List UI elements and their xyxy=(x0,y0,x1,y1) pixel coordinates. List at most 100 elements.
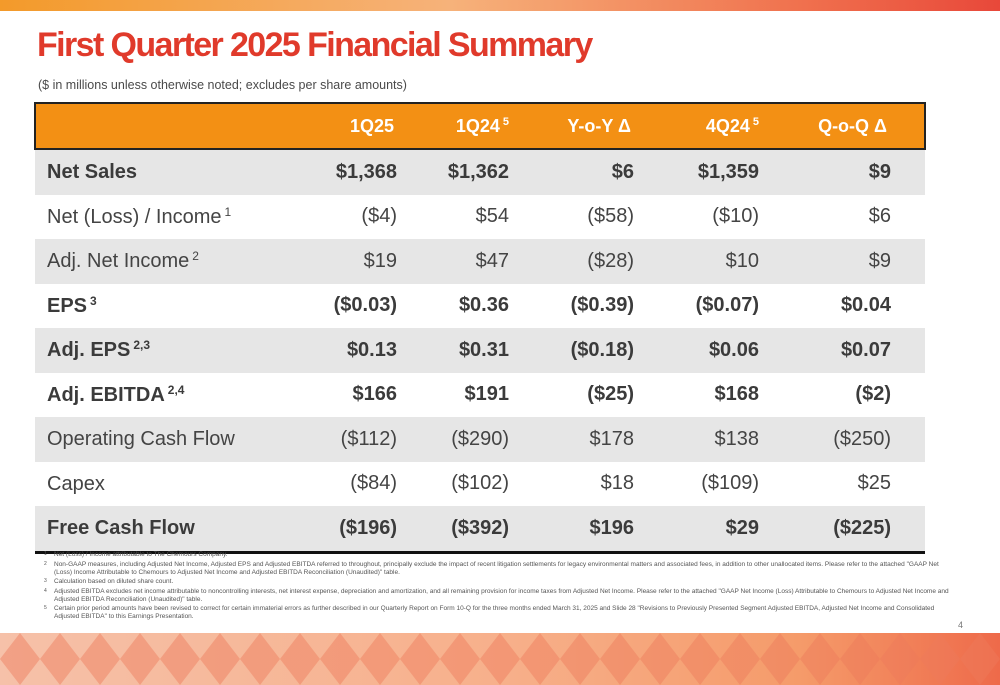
pattern-diamond xyxy=(920,633,960,685)
footnote-3: 3 Calculation based on diluted share coun… xyxy=(44,578,174,585)
cell-yoy-delta: ($28) xyxy=(543,239,668,284)
pattern-diamond xyxy=(280,633,320,685)
bottom-decorative-pattern xyxy=(0,633,1000,685)
cell-1q25: $1,368 xyxy=(305,149,431,195)
table-row: Adj. EPS 2,3 $0.13 $0.31 ($0.18) $0.06 $0… xyxy=(35,328,925,373)
cell-yoy-delta: $178 xyxy=(543,417,668,462)
top-gradient-bar xyxy=(0,0,1000,11)
pattern-diamond xyxy=(40,633,80,685)
cell-qoq-delta: $25 xyxy=(857,472,891,495)
footnote-5: 5 Certain prior period amounts have been … xyxy=(44,605,935,620)
cell-1q25: $19 xyxy=(305,239,431,284)
cell-1q24: $0.31 xyxy=(431,328,543,373)
pattern-diamond xyxy=(880,633,920,685)
cell-qoq-delta: $6 xyxy=(868,205,891,228)
cell-1q25: ($196) xyxy=(305,506,431,554)
pattern-diamond xyxy=(480,633,520,685)
pattern-diamond xyxy=(360,633,400,685)
pattern-diamond xyxy=(320,633,360,685)
cell-1q24: ($290) xyxy=(431,417,543,462)
table-row: Free Cash Flow ($196) ($392) $196 $29 ($… xyxy=(35,506,925,554)
pattern-diamond xyxy=(200,633,240,685)
cell-1q24: ($102) xyxy=(451,472,509,495)
row-label: Adj. EBITDA 2,4 xyxy=(47,382,185,406)
footnote-1: 1 Net (Loss) / Income attributable to The… xyxy=(44,551,228,558)
cell-4q24: $29 xyxy=(668,506,793,554)
cell-1q25: ($4) xyxy=(361,205,397,228)
cell-1q24: $54 xyxy=(475,205,509,228)
cell-1q25: ($0.03) xyxy=(333,294,397,317)
cell-qoq-delta: ($2) xyxy=(855,383,891,406)
header-cell xyxy=(34,102,305,150)
row-label: Operating Cash Flow xyxy=(35,417,305,462)
pattern-diamond xyxy=(800,633,840,685)
row-label: Free Cash Flow xyxy=(35,506,305,554)
cell-1q24: $47 xyxy=(431,239,543,284)
pattern-diamond xyxy=(840,633,880,685)
footnote-2: 2 Non-GAAP measures, including Adjusted N… xyxy=(44,560,939,576)
cell-yoy-delta: ($0.18) xyxy=(543,328,668,373)
cell-1q24: $191 xyxy=(464,383,510,406)
cell-qoq-delta: $9 xyxy=(793,149,925,195)
cell-qoq-delta: ($225) xyxy=(793,506,925,554)
cell-4q24: $168 xyxy=(714,383,760,406)
pattern-diamond xyxy=(160,633,200,685)
row-label: Capex xyxy=(47,472,105,495)
page-title: First Quarter 2025 Financial Summary xyxy=(37,26,593,64)
cell-4q24: ($10) xyxy=(712,205,759,228)
cell-4q24: ($0.07) xyxy=(695,294,759,317)
cell-yoy-delta: $6 xyxy=(543,149,668,195)
pattern-diamond xyxy=(680,633,720,685)
cell-qoq-delta: ($250) xyxy=(793,417,925,462)
footnote-4: 4 Adjusted EBITDA excludes net income att… xyxy=(44,587,949,603)
row-label: EPS 3 xyxy=(47,293,97,317)
cell-4q24: $0.06 xyxy=(668,328,793,373)
cell-4q24: ($109) xyxy=(701,472,759,495)
header-cell-qoq-delta: Q-o-Q Δ xyxy=(793,102,926,150)
cell-1q24: $0.36 xyxy=(458,294,509,317)
cell-qoq-delta: $9 xyxy=(793,239,925,284)
cell-4q24: $10 xyxy=(668,239,793,284)
table-row: Adj. Net Income 2 $19 $47 ($28) $10 $9 xyxy=(35,239,925,284)
pattern-diamond xyxy=(440,633,480,685)
page-subtitle: ($ in millions unless otherwise noted; e… xyxy=(38,78,407,92)
cell-1q25: $0.13 xyxy=(305,328,431,373)
cell-qoq-delta: $0.04 xyxy=(840,294,891,317)
table-row: EPS 3 ($0.03) $0.36 ($0.39) ($0.07) $0.04 xyxy=(35,284,925,329)
table-row: Net Sales $1,368 $1,362 $6 $1,359 $9 xyxy=(35,149,925,195)
row-label: Net (Loss) / Income 1 xyxy=(47,204,232,228)
pattern-diamond xyxy=(560,633,600,685)
row-label: Adj. EPS 2,3 xyxy=(35,328,305,373)
pattern-diamond xyxy=(720,633,760,685)
cell-yoy-delta: $196 xyxy=(543,506,668,554)
header-cell-4q24: 4Q24 5 xyxy=(668,102,793,150)
cell-4q24: $1,359 xyxy=(668,149,793,195)
pattern-diamond xyxy=(960,633,1000,685)
header-cell-1q25: 1Q25 xyxy=(305,102,431,150)
header-cell-yoy-delta: Y-o-Y Δ xyxy=(543,102,668,150)
cell-yoy-delta: ($25) xyxy=(587,383,634,406)
pattern-diamond xyxy=(600,633,640,685)
page-number: 4 xyxy=(958,620,964,630)
pattern-diamond xyxy=(80,633,120,685)
pattern-diamond xyxy=(0,633,40,685)
cell-1q24: $1,362 xyxy=(431,149,543,195)
cell-4q24: $138 xyxy=(668,417,793,462)
pattern-diamond xyxy=(760,633,800,685)
table-header-row: 1Q25 1Q24 5 Y-o-Y Δ 4Q24 5 Q-o-Q Δ xyxy=(34,102,926,150)
row-label: Net Sales xyxy=(35,149,305,195)
table-row: Net (Loss) / Income 1 ($4) $54 ($58) ($10… xyxy=(35,195,925,240)
cell-qoq-delta: $0.07 xyxy=(793,328,925,373)
pattern-diamond xyxy=(640,633,680,685)
pattern-diamond xyxy=(520,633,560,685)
cell-yoy-delta: $18 xyxy=(600,472,634,495)
cell-1q25: ($112) xyxy=(305,417,431,462)
pattern-diamond xyxy=(120,633,160,685)
table-row: Operating Cash Flow ($112) ($290) $178 $… xyxy=(35,417,925,462)
table-row: Adj. EBITDA 2,4 $166 $191 ($25) $168 ($2) xyxy=(35,373,925,418)
cell-1q24: ($392) xyxy=(431,506,543,554)
cell-yoy-delta: ($0.39) xyxy=(570,294,634,317)
financial-summary-table: 1Q25 1Q24 5 Y-o-Y Δ 4Q24 5 Q-o-Q Δ Net Sal… xyxy=(34,102,926,554)
pattern-diamond xyxy=(400,633,440,685)
header-cell-1q24: 1Q24 5 xyxy=(431,102,543,150)
